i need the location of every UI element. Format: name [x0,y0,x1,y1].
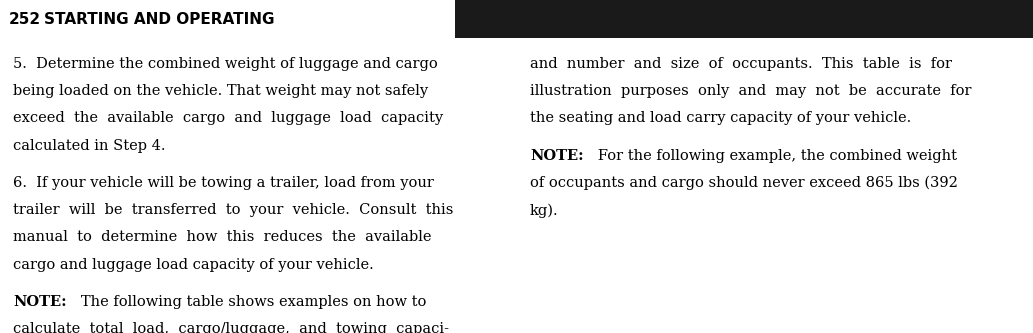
Text: calculate  total  load,  cargo/luggage,  and  towing  capaci-: calculate total load, cargo/luggage, and… [13,322,449,333]
Text: 5.  Determine the combined weight of luggage and cargo: 5. Determine the combined weight of lugg… [13,57,438,71]
Text: NOTE:: NOTE: [13,295,67,309]
Text: calculated in Step 4.: calculated in Step 4. [13,139,166,153]
Text: illustration  purposes  only  and  may  not  be  accurate  for: illustration purposes only and may not b… [530,84,971,98]
Text: the seating and load carry capacity of your vehicle.: the seating and load carry capacity of y… [530,111,911,125]
Text: kg).: kg). [530,203,559,217]
Bar [455,0,1033,38]
Text: and  number  and  size  of  occupants.  This  table  is  for: and number and size of occupants. This t… [530,57,952,71]
Text: exceed  the  available  cargo  and  luggage  load  capacity: exceed the available cargo and luggage l… [13,111,443,125]
Text: For the following example, the combined weight: For the following example, the combined … [584,149,957,163]
Text: The following table shows examples on how to: The following table shows examples on ho… [67,295,427,309]
Text: cargo and luggage load capacity of your vehicle.: cargo and luggage load capacity of your … [13,258,374,272]
Text: of occupants and cargo should never exceed 865 lbs (392: of occupants and cargo should never exce… [530,176,958,190]
Text: being loaded on the vehicle. That weight may not safely: being loaded on the vehicle. That weight… [13,84,429,98]
Text: NOTE:: NOTE: [530,149,584,163]
Text: 252: 252 [8,12,40,27]
Text: manual  to  determine  how  this  reduces  the  available: manual to determine how this reduces the… [13,230,432,244]
Text: STARTING AND OPERATING: STARTING AND OPERATING [44,12,275,27]
Text: trailer  will  be  transferred  to  your  vehicle.  Consult  this: trailer will be transferred to your vehi… [13,203,453,217]
Text: 6.  If your vehicle will be towing a trailer, load from your: 6. If your vehicle will be towing a trai… [13,176,434,190]
